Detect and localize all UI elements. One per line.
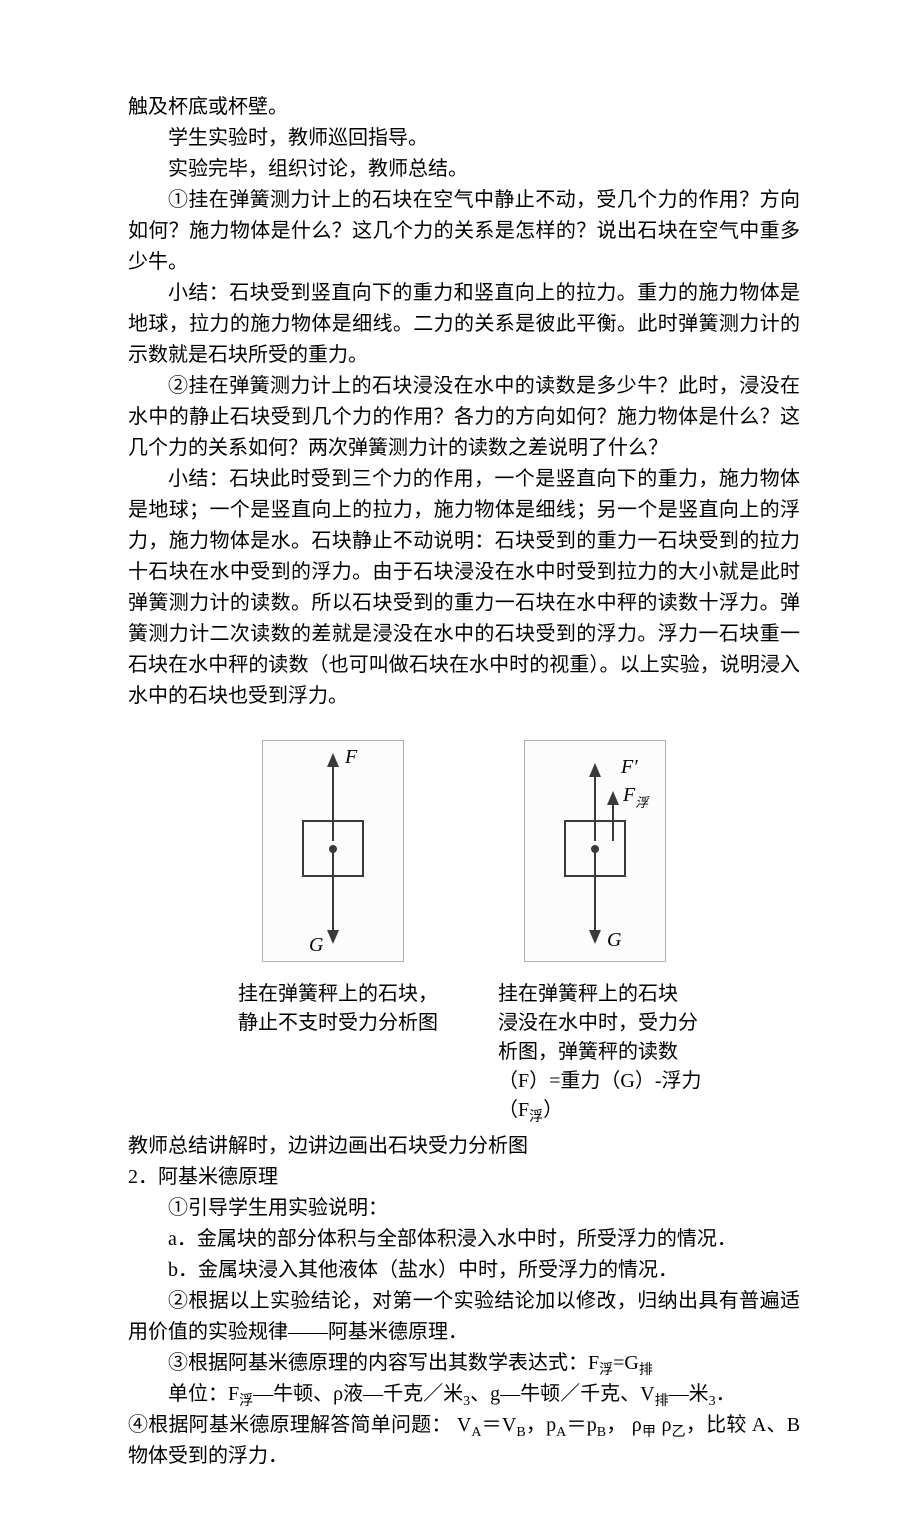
text: ． (716, 1383, 736, 1405)
text: ＝p (566, 1414, 596, 1436)
caption-right: 挂在弹簧秤上的石块 浸没在水中时，受力分 析图，弹簧秤的读数 （F）=重力（G）… (498, 980, 758, 1125)
subscript: 浮 (239, 1394, 253, 1409)
text: ③根据阿基米德原理的内容写出其数学表达式：F (168, 1352, 599, 1374)
paragraph-units: 单位：F浮—牛顿、ρ液—千克／米3、g—牛顿／千克、V排—米3． (128, 1379, 800, 1410)
paragraph: a．金属块的部分体积与全部体积浸入水中时，所受浮力的情况． (128, 1224, 800, 1255)
subscript: 排 (655, 1394, 669, 1409)
text: ， ρ (606, 1414, 642, 1436)
paragraph: 实验完毕，组织讨论，教师总结。 (128, 154, 800, 185)
label-F: F (344, 746, 358, 768)
label-Ffu: F浮 (622, 784, 650, 810)
paragraph-question: ④根据阿基米德原理解答简单问题： VA＝VB，pA＝pB， ρ甲 ρ乙，比较 A… (128, 1410, 800, 1472)
figure-captions: 挂在弹簧秤上的石块， 静止不支时受力分析图 挂在弹簧秤上的石块 浸没在水中时，受… (128, 980, 800, 1125)
label-G: G (309, 934, 324, 956)
caption-line: 析图，弹簧秤的读数 (498, 1038, 758, 1067)
text: 单位：F (168, 1383, 239, 1405)
text: —牛顿、ρ液—千克／米 (253, 1383, 463, 1405)
paragraph-formula: ③根据阿基米德原理的内容写出其数学表达式：F浮=G排 (128, 1348, 800, 1379)
label-G-right: G (607, 929, 622, 951)
text: =G (613, 1352, 639, 1374)
text: ，p (526, 1414, 556, 1436)
paragraph: ①引导学生用实验说明： (128, 1193, 800, 1224)
section-heading: 2．阿基米德原理 (128, 1162, 800, 1193)
force-diagram-left: F G (262, 740, 404, 962)
paragraph: ②根据以上实验结论，对第一个实验结论加以修改，归纳出具有普遍适用价值的实验规律—… (128, 1286, 800, 1348)
subscript: 浮 (599, 1363, 613, 1378)
caption-line: （F）=重力（G）-浮力 (498, 1067, 758, 1096)
paragraph: 教师总结讲解时，边讲边画出石块受力分析图 (128, 1131, 800, 1162)
subscript: 3 (463, 1394, 470, 1409)
subscript: B (597, 1425, 606, 1440)
subscript: 排 (639, 1363, 653, 1378)
paragraph: 小结：石块此时受到三个力的作用，一个是竖直向下的重力，施力物体是地球；一个是竖直… (128, 464, 800, 712)
subscript: A (556, 1425, 566, 1440)
text: ④根据阿基米德原理解答简单问题： V (128, 1414, 471, 1436)
paragraph: ①挂在弹簧测力计上的石块在空气中静止不动，受几个力的作用？方向如何？施力物体是什… (128, 185, 800, 278)
subscript: B (516, 1425, 525, 1440)
paragraph: 小结：石块受到竖直向下的重力和竖直向上的拉力。重力的施力物体是地球，拉力的施力物… (128, 278, 800, 371)
caption-line: 静止不支时受力分析图 (238, 1009, 458, 1038)
subscript: 浮 (529, 1110, 543, 1125)
caption-text: （F (498, 1099, 529, 1121)
text: ρ (656, 1414, 671, 1436)
caption-left: 挂在弹簧秤上的石块， 静止不支时受力分析图 (238, 980, 458, 1125)
text: —米 (669, 1383, 709, 1405)
paragraph: ②挂在弹簧测力计上的石块浸没在水中的读数是多少牛？此时，浸没在水中的静止石块受到… (128, 371, 800, 464)
paragraph: 触及杯底或杯壁。 (128, 92, 800, 123)
subscript: 乙 (671, 1425, 685, 1440)
paragraph: 学生实验时，教师巡回指导。 (128, 123, 800, 154)
text: ＝V (481, 1414, 516, 1436)
force-diagram-right: F′ F浮 G (524, 740, 666, 962)
subscript: A (471, 1425, 481, 1440)
subscript: 甲 (642, 1425, 656, 1440)
caption-line: 挂在弹簧秤上的石块， (238, 980, 458, 1009)
figure-row: F G F′ F浮 G (128, 740, 800, 962)
caption-line: （F浮） (498, 1096, 758, 1125)
label-Fprime: F′ (620, 756, 638, 778)
text: 、g—牛顿／千克、V (470, 1383, 654, 1405)
caption-line: 浸没在水中时，受力分 (498, 1009, 758, 1038)
caption-line: 挂在弹簧秤上的石块 (498, 980, 758, 1009)
subscript: 3 (709, 1394, 716, 1409)
paragraph: b．金属块浸入其他液体（盐水）中时，所受浮力的情况． (128, 1255, 800, 1286)
caption-text: ） (543, 1099, 563, 1121)
